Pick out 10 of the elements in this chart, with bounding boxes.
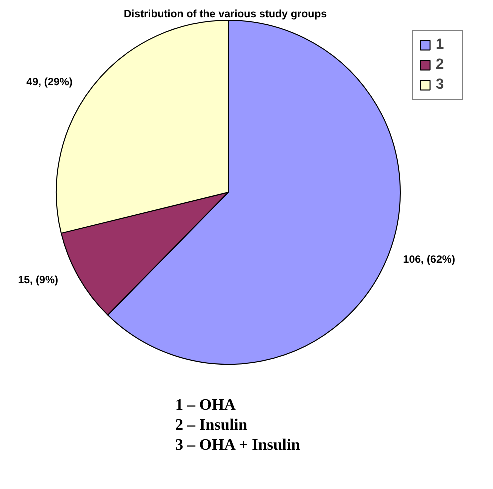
- data-label: 106, (62%): [403, 254, 456, 266]
- text: 1 – OHA: [176, 397, 236, 414]
- legend-label: 1: [436, 37, 446, 53]
- text: 3 – OHA + Insulin: [176, 437, 300, 454]
- data-label: 49, (29%): [26, 76, 74, 89]
- legend-label: 3: [436, 77, 446, 93]
- chart-title: Distribution of the various study groups: [124, 8, 328, 20]
- legend-label: 2: [436, 57, 446, 73]
- data-label: 15, (9%): [18, 274, 59, 287]
- text: 2 – Insulin: [176, 417, 248, 434]
